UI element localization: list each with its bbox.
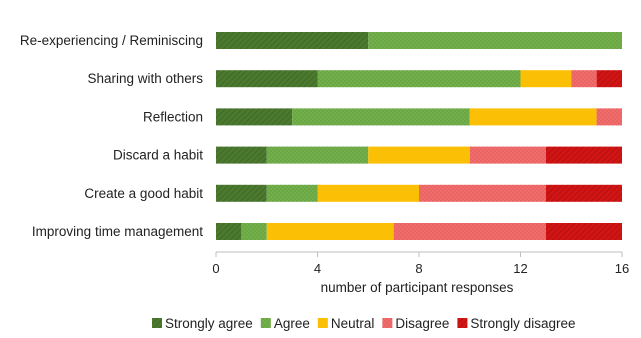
x-tick-label: 8 <box>415 261 422 276</box>
bar-segment-neutral <box>368 146 470 164</box>
bar-segment-strongly-agree <box>216 184 267 202</box>
legend-item-disagree: Disagree <box>382 316 449 331</box>
legend-item-agree: Agree <box>260 316 310 331</box>
bar-segment-agree <box>241 223 267 240</box>
legend-item-strongly-disagree: Strongly disagree <box>457 316 575 331</box>
legend-item-neutral: Neutral <box>317 316 375 331</box>
bar-segment-disagree <box>571 70 597 88</box>
bar-segment-strongly-disagree <box>545 146 622 164</box>
x-tick-label: 12 <box>513 261 527 276</box>
bar-segment-disagree <box>419 184 546 202</box>
bar-segment-neutral <box>469 108 597 126</box>
bar-segment-strongly-agree <box>216 108 293 126</box>
bar-segment-strongly-agree <box>216 70 318 88</box>
bar-segment-disagree <box>469 146 546 164</box>
bar-segment-agree <box>292 108 470 126</box>
bar-segment-strongly-agree <box>216 223 242 240</box>
bar-segment-neutral <box>317 184 419 202</box>
category-label: Create a good habit <box>84 186 203 201</box>
legend-label: Strongly disagree <box>470 316 575 331</box>
bar-segment-strongly-agree <box>216 146 267 164</box>
x-tick-label: 4 <box>314 261 321 276</box>
legend-label: Strongly agree <box>165 316 253 331</box>
bar-segment-agree <box>266 184 318 202</box>
bar-segment-disagree <box>596 108 622 126</box>
x-axis-label: number of participant responses <box>321 280 514 295</box>
bar-segment-agree <box>368 32 622 49</box>
category-label: Discard a habit <box>113 148 203 163</box>
bar-segment-agree <box>266 146 369 164</box>
bar-segment-neutral <box>520 70 572 88</box>
bars <box>216 32 622 240</box>
legend-label: Neutral <box>331 316 375 331</box>
bar-segment-strongly-disagree <box>545 223 622 240</box>
legend-label: Agree <box>274 316 310 331</box>
category-label: Re-experiencing / Reminiscing <box>20 33 203 48</box>
bar-segment-strongly-agree <box>216 32 369 49</box>
category-labels: Re-experiencing / Reminiscing Sharing wit… <box>20 33 203 239</box>
category-label: Improving time management <box>32 224 203 239</box>
category-label: Reflection <box>143 109 203 124</box>
bar-segment-neutral <box>266 223 394 240</box>
legend-item-strongly-agree: Strongly agree <box>152 316 253 331</box>
legend: Strongly agree Agree Neutral Disagree Strong… <box>152 316 575 331</box>
bar-segment-strongly-disagree <box>596 70 622 88</box>
x-tick-label: 0 <box>212 261 219 276</box>
category-label: Sharing with others <box>87 71 203 86</box>
legend-label: Disagree <box>395 316 449 331</box>
x-axis: 0 4 8 12 16 <box>212 251 629 276</box>
bar-segment-strongly-disagree <box>545 184 622 202</box>
bar-segment-agree <box>317 70 521 88</box>
x-tick-label: 16 <box>615 261 629 276</box>
bar-segment-disagree <box>393 223 546 240</box>
legend-swatch <box>317 318 328 328</box>
